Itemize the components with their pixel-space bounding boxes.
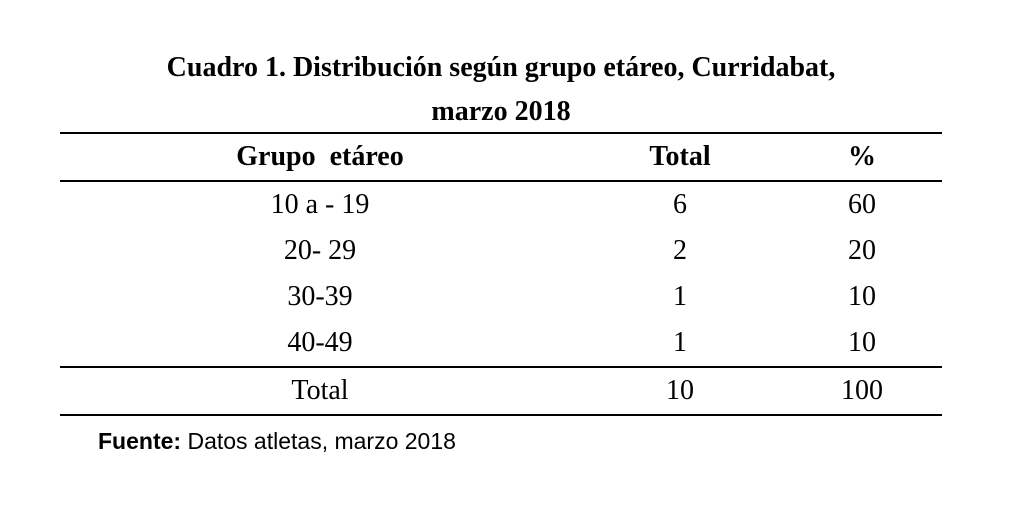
header-total: Total bbox=[649, 141, 711, 172]
cell-age-group: 30-39 bbox=[287, 281, 353, 312]
age-distribution-table: Grupo etáreo Total % 10 a - 19 6 60 20- … bbox=[60, 132, 942, 416]
table-row: 20- 29 2 20 bbox=[60, 228, 942, 274]
header-bottom-rule bbox=[60, 180, 942, 182]
title-line-1: Cuadro 1. Distribución según grupo etáre… bbox=[166, 52, 836, 83]
cell-age-group: 40-49 bbox=[287, 327, 353, 358]
title-line-2: marzo 2018 bbox=[431, 96, 571, 127]
cell-percent: 60 bbox=[848, 189, 876, 220]
table-top-rule bbox=[60, 132, 942, 134]
table-row: 30-39 1 10 bbox=[60, 274, 942, 320]
cell-age-group: 10 a - 19 bbox=[270, 189, 370, 220]
table-bottom-rule bbox=[60, 414, 942, 416]
total-top-rule bbox=[60, 366, 942, 368]
header-age-group: Grupo etáreo bbox=[236, 141, 404, 172]
table-row: 40-49 1 10 bbox=[60, 320, 942, 366]
cell-total: 6 bbox=[673, 189, 687, 220]
cell-percent: 10 bbox=[848, 327, 876, 358]
table-total-row: Total 10 100 bbox=[60, 368, 942, 414]
table-row: 10 a - 19 6 60 bbox=[60, 182, 942, 228]
table-title: Cuadro 1. Distribución según grupo etáre… bbox=[0, 46, 1002, 134]
total-count: 10 bbox=[666, 375, 694, 406]
source-text: Datos atletas, marzo 2018 bbox=[181, 428, 456, 454]
cell-percent: 20 bbox=[848, 235, 876, 266]
cell-age-group: 20- 29 bbox=[283, 235, 357, 266]
source-label: Fuente: bbox=[98, 428, 182, 454]
cell-percent: 10 bbox=[848, 281, 876, 312]
total-percent: 100 bbox=[841, 375, 883, 406]
header-percent: % bbox=[848, 141, 876, 172]
cell-total: 2 bbox=[673, 235, 687, 266]
cell-total: 1 bbox=[673, 281, 687, 312]
source-note: Fuente: Datos atletas, marzo 2018 bbox=[98, 426, 456, 456]
cell-total: 1 bbox=[673, 327, 687, 358]
total-label: Total bbox=[291, 375, 349, 406]
table-header-row: Grupo etáreo Total % bbox=[60, 134, 942, 180]
